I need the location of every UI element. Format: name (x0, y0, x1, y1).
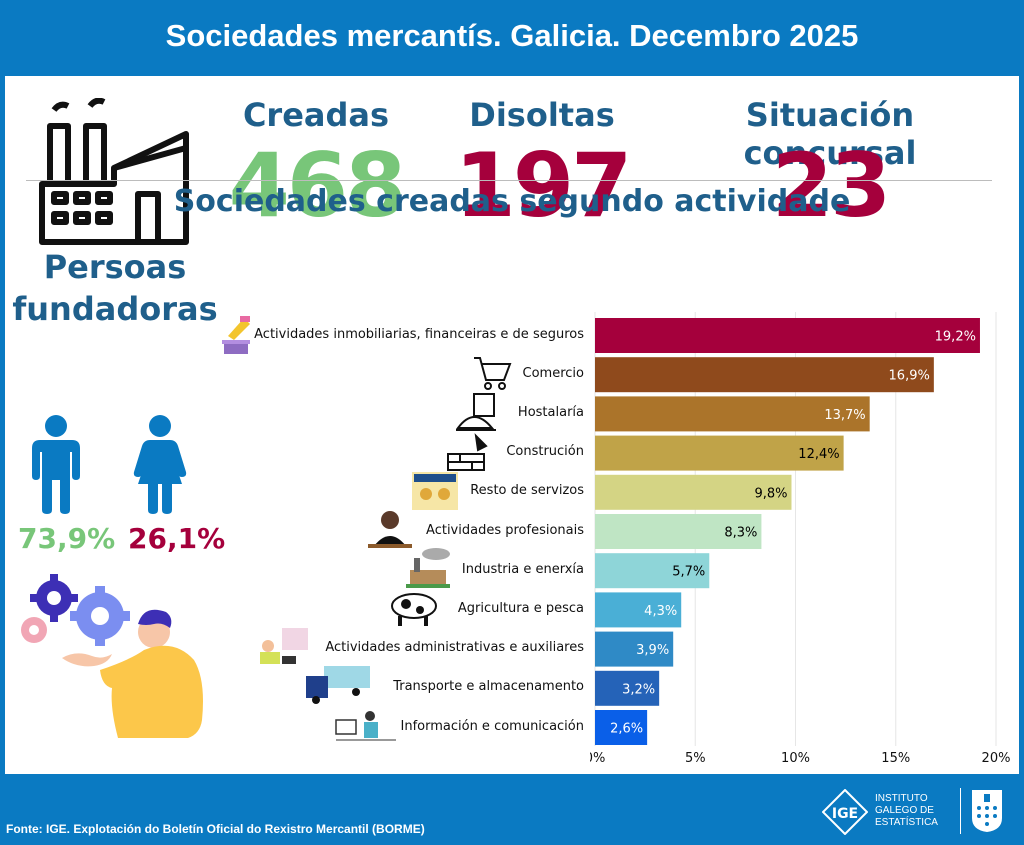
kpi-created-label: Creadas (242, 96, 390, 134)
founders-title-line1: Persoas (43, 248, 187, 286)
bar (595, 592, 682, 628)
cow-icon (391, 593, 437, 626)
male-icon (32, 415, 80, 514)
bar (595, 553, 710, 589)
bar-value-label: 16,9% (889, 369, 930, 384)
founders-title: Persoas fundadoras (10, 246, 220, 330)
bricks-icon (447, 433, 488, 471)
cart-icon (474, 357, 512, 390)
bar (595, 357, 934, 393)
bar (595, 318, 980, 353)
category-label: Actividades administrativas e auxiliares (325, 640, 584, 656)
page-title: Sociedades mercantís. Galicia. Decembro … (165, 18, 859, 53)
gear-icon (70, 586, 130, 646)
ige-logo-line2: GALEGO DE (875, 805, 934, 816)
category-label: Industria e enerxía (461, 561, 584, 577)
gear-icon (30, 574, 78, 622)
cloche-icon (456, 393, 496, 431)
category-label: Actividades profesionais (426, 522, 584, 538)
ige-logo-icon: IGE (822, 789, 868, 835)
bar-value-label: 5,7% (672, 565, 705, 580)
category-label: Resto de servizos (470, 483, 584, 499)
bar (595, 670, 660, 706)
bar-value-label: 3,2% (622, 682, 655, 697)
ige-logo-mark: IGE (832, 806, 858, 822)
bar-value-label: 12,4% (798, 447, 839, 462)
bar (595, 514, 762, 549)
activity-bar-chart: 0% 5% 10% 15% 20% 19,2% 16,9% 13,7% 12,4% 9,8% 8,3… (590, 312, 1010, 766)
header-bar: Sociedades mercantís. Galicia. Decembro … (0, 0, 1024, 74)
x-tick-label: 5% (685, 751, 706, 766)
bar-value-label: 4,3% (644, 604, 677, 619)
xunta-shield-icon (972, 790, 1002, 832)
male-percentage: 73,9% (18, 522, 116, 555)
bar (595, 631, 674, 667)
founders-title-line2: fundadoras (12, 290, 218, 328)
bar (595, 435, 844, 471)
bar (595, 396, 870, 432)
section-title: Sociedades creadas segundo actividade (173, 184, 851, 219)
x-tick-label: 10% (781, 751, 810, 766)
category-label: Agricultura e pesca (457, 600, 584, 616)
female-percentage: 26,1% (128, 522, 226, 555)
bar-value-label: 19,2% (935, 330, 976, 345)
female-icon (133, 415, 187, 514)
divider (26, 180, 992, 181)
kpi-insolvency-label: Situación concursal (743, 96, 917, 172)
bar-value-label: 9,8% (754, 486, 787, 501)
x-tick-label: 15% (881, 751, 910, 766)
kpi-insolvency-value: 23 (771, 134, 891, 237)
bar-value-label: 13,7% (824, 408, 865, 423)
category-label: Transporte e almacenamento (393, 679, 584, 695)
category-label: Hostalaría (517, 404, 584, 420)
factory-icon (39, 98, 189, 245)
services-icon (412, 472, 458, 510)
kpi-dissolved-label: Disoltas (469, 96, 615, 134)
logo-separator (960, 788, 961, 834)
factory-icon (406, 548, 450, 588)
kpi-dissolved-value: 197 (454, 134, 633, 237)
gear-icon (21, 617, 47, 643)
bar-value-label: 2,6% (610, 722, 643, 737)
bar-value-label: 3,9% (636, 643, 669, 658)
office-worker-icon (260, 628, 308, 664)
x-tick-label: 20% (982, 751, 1010, 766)
bar-value-label: 8,3% (724, 526, 757, 541)
category-label: Comercio (522, 365, 584, 381)
ige-logo-line1: INSTITUTO (875, 793, 928, 804)
kpi-created-value: 468 (228, 134, 407, 237)
category-label: Actividades inmobiliarias, financeiras e… (254, 326, 584, 342)
lawyer-icon (368, 511, 412, 548)
truck-icon (306, 666, 370, 704)
source-note: Fonte: IGE. Explotación do Boletín Ofici… (6, 822, 425, 836)
money-icon (222, 316, 250, 354)
bar (595, 474, 792, 510)
gears-person-illustration (21, 574, 203, 738)
x-tick-label: 0% (590, 751, 605, 766)
category-label: Información e comunicación (400, 718, 585, 734)
category-icons (222, 316, 512, 741)
category-label: Construción (506, 444, 584, 460)
ige-logo-line3: ESTATÍSTICA (875, 817, 938, 828)
bar (595, 710, 648, 745)
ige-logo-text: INSTITUTO GALEGO DE ESTATÍSTICA (875, 793, 938, 829)
footer-bar (0, 774, 1024, 845)
computer-icon (335, 711, 396, 741)
